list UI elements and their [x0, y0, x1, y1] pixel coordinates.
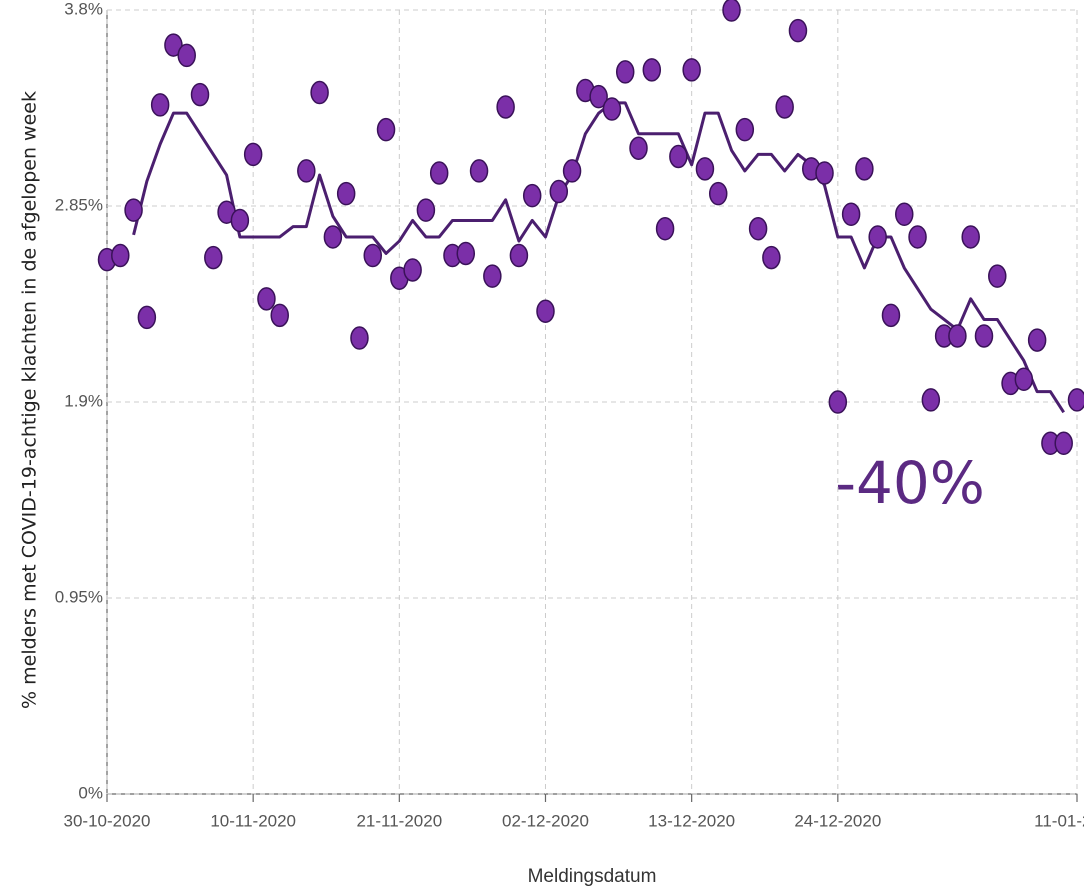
data-point — [629, 136, 648, 160]
data-point — [336, 181, 356, 206]
data-point — [708, 181, 728, 206]
data-point — [655, 216, 675, 241]
x-tick-label: 30-10-2020 — [64, 811, 151, 830]
data-point — [602, 97, 622, 121]
data-point — [961, 225, 980, 249]
trend-line — [132, 101, 1065, 414]
data-point — [310, 80, 329, 105]
data-point — [868, 225, 887, 249]
x-tick-label: 02-12-2020 — [502, 811, 589, 830]
data-point — [722, 0, 741, 22]
y-tick-label: 2.85% — [55, 195, 103, 214]
data-point — [456, 241, 476, 266]
data-point — [695, 157, 715, 181]
data-point — [775, 95, 794, 119]
data-point — [177, 43, 196, 68]
data-point — [270, 303, 289, 328]
data-point — [669, 144, 688, 169]
data-point — [762, 245, 781, 270]
y-tick-label: 1.9% — [64, 391, 103, 410]
data-point — [164, 33, 183, 57]
data-point — [1027, 328, 1047, 352]
data-point — [536, 299, 555, 323]
data-point — [323, 225, 343, 249]
data-point — [403, 258, 422, 282]
data-point — [988, 264, 1007, 288]
y-tick-label: 0.95% — [55, 587, 103, 606]
data-point — [948, 324, 967, 348]
x-tick-label: 24-12-2020 — [794, 811, 881, 830]
data-point — [416, 198, 436, 222]
x-axis-label: Meldingsdatum — [528, 866, 657, 887]
data-point — [204, 245, 223, 270]
data-point — [376, 117, 396, 142]
data-point — [881, 303, 901, 328]
data-point — [562, 159, 582, 183]
data-point — [124, 198, 143, 222]
data-point — [243, 142, 263, 167]
data-point — [469, 159, 489, 183]
data-point — [483, 264, 502, 288]
data-point — [230, 208, 250, 233]
annotation: -40% — [835, 449, 985, 517]
data-point — [682, 58, 701, 82]
data-point — [921, 388, 941, 412]
y-tick-label: 0% — [78, 783, 103, 802]
data-point — [350, 326, 369, 350]
data-point — [642, 58, 662, 82]
data-point — [908, 225, 927, 249]
data-point — [748, 216, 768, 241]
data-point — [1014, 367, 1034, 392]
data-point — [974, 324, 994, 348]
data-point — [841, 202, 861, 227]
data-point — [429, 161, 449, 185]
x-tick-label: 10-11-2020 — [210, 811, 296, 830]
data-point — [895, 202, 914, 227]
data-point — [735, 117, 755, 142]
data-point — [615, 60, 635, 84]
data-point — [1054, 431, 1073, 456]
data-point — [496, 95, 515, 119]
x-tick-label: 13-12-2020 — [648, 811, 735, 830]
data-point — [137, 305, 157, 330]
y-axis-label: % melders met COVID-19-achtige klachten … — [19, 91, 41, 709]
data-point — [150, 93, 170, 117]
data-point — [855, 157, 874, 181]
data-point — [549, 179, 569, 204]
data-point — [1067, 388, 1084, 412]
data-point — [509, 243, 529, 268]
data-point — [522, 183, 542, 208]
data-point — [815, 161, 834, 185]
data-point — [190, 82, 210, 107]
data-point — [297, 159, 316, 183]
data-point — [257, 287, 276, 311]
data-point — [788, 18, 808, 43]
y-tick-label: 3.8% — [64, 0, 103, 18]
data-point — [589, 84, 608, 109]
data-point — [828, 390, 848, 414]
data-point — [363, 243, 383, 268]
x-tick-label: 21-11-2020 — [356, 811, 442, 830]
data-point — [111, 243, 130, 268]
